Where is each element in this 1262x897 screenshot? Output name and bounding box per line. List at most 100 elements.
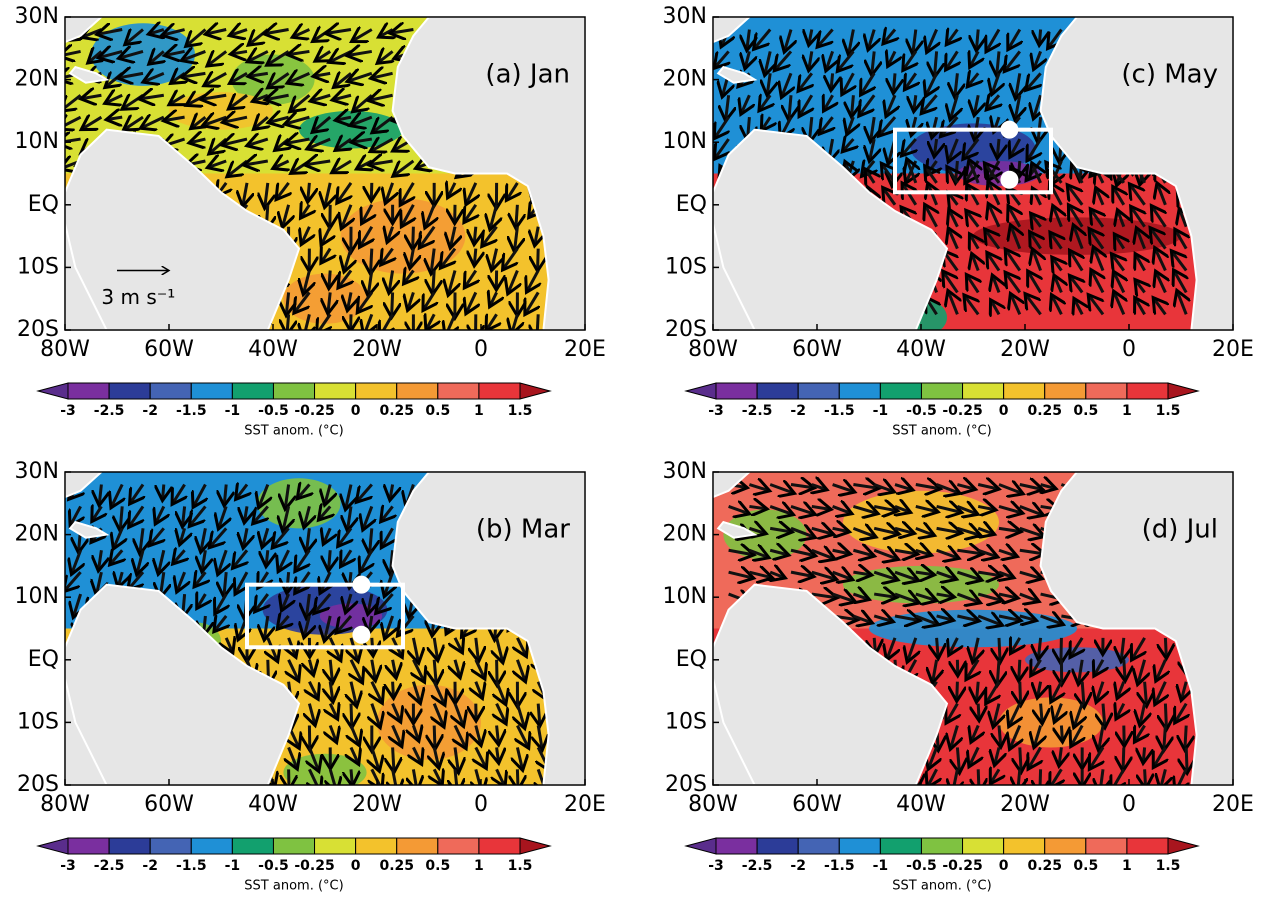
lat-tick-label: 30N [663, 4, 707, 29]
colorbar-tick-label: -0.25 [294, 403, 334, 419]
lat-tick-label: 10N [663, 584, 707, 609]
sst-anomaly-patch [257, 478, 340, 528]
wind-vector [1143, 747, 1144, 763]
colorbar-label: SST anom. (°C) [892, 879, 991, 894]
colorbar-tick-label: 0 [351, 403, 361, 419]
lon-tick-label: 20W [352, 337, 402, 362]
colorbar-tick-label: -0.5 [906, 403, 937, 419]
wind-vector [537, 314, 538, 340]
colorbar-tick-label: 0.5 [425, 858, 450, 874]
lon-tick-label: 20W [1000, 337, 1050, 362]
wind-vector [538, 249, 539, 272]
sst-anomaly-patch [283, 274, 366, 324]
colorbar-tick-label: -2.5 [94, 858, 125, 874]
colorbar-tick-label: -2.5 [742, 858, 773, 874]
colorbar-cell [1127, 383, 1168, 399]
colorbar-tick-label: 0.25 [379, 858, 414, 874]
lon-tick-label: 40W [248, 337, 298, 362]
colorbar-tick-label: -3 [708, 403, 724, 419]
colorbar-tick-label: 1 [474, 858, 484, 874]
colorbar-cell [273, 383, 314, 399]
colorbar-cell [315, 383, 356, 399]
colorbar-cell [839, 383, 880, 399]
lat-tick-label: 20N [15, 522, 59, 547]
wind-vector [392, 292, 393, 317]
colorbar-cell [438, 838, 479, 854]
site-marker [352, 576, 370, 594]
wind-vector [831, 73, 833, 90]
wind-vector [371, 183, 372, 201]
colorbar-cell [1127, 838, 1168, 854]
wind-vector [1103, 704, 1105, 728]
colorbar-cell [1004, 383, 1045, 399]
wind-vector [999, 726, 1001, 748]
colorbar-cell [1168, 838, 1198, 854]
colorbar-tick-label: 0.25 [1027, 858, 1062, 874]
lon-tick-label: 60W [144, 792, 194, 817]
colorbar-cell [716, 383, 757, 399]
wind-vector [1041, 704, 1043, 724]
wind-vector [287, 314, 289, 335]
panel-label: (a) Jan [485, 60, 570, 90]
wind-vector [893, 73, 895, 93]
wind-vector [957, 682, 958, 702]
colorbar-cell [798, 838, 839, 854]
lon-tick-label: 20W [1000, 792, 1050, 817]
wind-vector [497, 726, 499, 745]
colorbar-tick-label: -0.5 [906, 858, 937, 874]
colorbar-tick-label: 0 [351, 858, 361, 874]
colorbar-tick-label: 0 [999, 403, 1009, 419]
wind-vector [328, 550, 330, 571]
lon-tick-label: 40W [896, 337, 946, 362]
colorbar-tick-label: -2 [142, 858, 158, 874]
lon-tick-label: 0 [474, 337, 488, 362]
wind-vector [997, 139, 999, 158]
lat-tick-label: 10S [665, 709, 707, 734]
wind-vector [1020, 682, 1021, 706]
colorbar-cell [232, 838, 273, 854]
lat-tick-label: 20N [15, 67, 59, 92]
wind-vector [497, 747, 499, 763]
wind-vector [351, 769, 352, 786]
colorbar-cell [356, 838, 397, 854]
colorbar-cell [356, 383, 397, 399]
colorbar-cell [921, 383, 962, 399]
wind-vector [1018, 161, 1020, 178]
colorbar-cell [839, 838, 880, 854]
lon-tick-label: 60W [792, 792, 842, 817]
colorbar-tick-label: -2 [790, 403, 806, 419]
colorbar-cell [880, 383, 921, 399]
wind-vector [1123, 747, 1124, 771]
wind-vector [516, 205, 518, 228]
lon-tick-label: 0 [1122, 337, 1136, 362]
lat-tick-label: 30N [15, 4, 59, 29]
colorbar-tick-label: -3 [60, 403, 76, 419]
lon-tick-label: 60W [792, 337, 842, 362]
colorbar-tick-label: 1.5 [1156, 403, 1181, 419]
site-marker [352, 626, 370, 644]
wind-vector [851, 95, 853, 117]
lat-tick-label: EQ [28, 647, 59, 672]
panel-label: (d) Jul [1142, 515, 1218, 545]
colorbar-tick-label: -1.5 [176, 858, 207, 874]
colorbar-tick-label: -2.5 [742, 403, 773, 419]
wind-vector [978, 704, 979, 721]
colorbar-tick-label: -2 [790, 858, 806, 874]
lon-tick-label: 20E [1212, 792, 1254, 817]
colorbar-cell [150, 383, 191, 399]
lat-tick-label: 20S [665, 772, 707, 797]
colorbar-cell [963, 383, 1004, 399]
colorbar-cell [686, 383, 716, 399]
colorbar-cell [921, 838, 962, 854]
colorbar-tick-label: 1.5 [508, 858, 533, 874]
colorbar-tick-label: 0.25 [1027, 403, 1062, 419]
lat-tick-label: 10S [665, 254, 707, 279]
colorbar-tick-label: -1 [225, 403, 241, 419]
wind-vector [162, 485, 163, 501]
colorbar-cell [68, 838, 109, 854]
